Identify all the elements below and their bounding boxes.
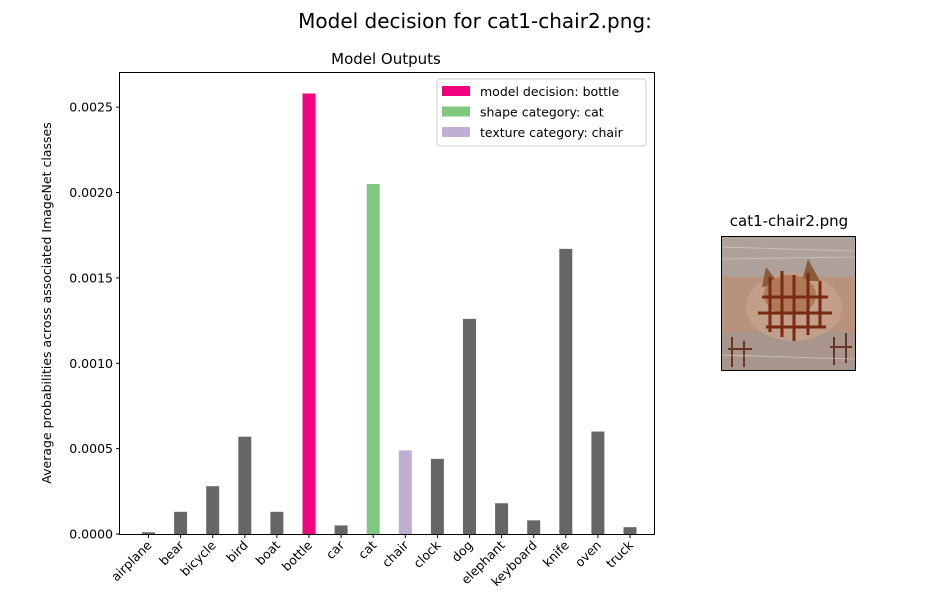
x-tick-label: knife bbox=[540, 537, 573, 570]
y-tick-label: 0.0025 bbox=[69, 100, 113, 115]
x-tick-label: truck bbox=[603, 537, 637, 571]
bar-clock bbox=[430, 458, 444, 534]
x-tick-label: airplane bbox=[108, 537, 155, 584]
x-tick-label: oven bbox=[572, 538, 604, 570]
x-tick-label: dog bbox=[448, 538, 475, 565]
x-tick-label: bicycle bbox=[177, 537, 219, 579]
axes-frame bbox=[119, 72, 655, 535]
bar-knife bbox=[559, 248, 573, 534]
x-tick-label: cat bbox=[355, 537, 379, 561]
bar-bear bbox=[174, 511, 188, 534]
x-tick-label: car bbox=[323, 537, 348, 562]
bar-bicycle bbox=[206, 486, 220, 534]
y-tick-label: 0.0010 bbox=[69, 356, 113, 371]
legend-box bbox=[436, 78, 647, 147]
bar-truck bbox=[623, 527, 637, 534]
legend-label: model decision: bottle bbox=[480, 84, 619, 99]
chart-title: Model Outputs bbox=[331, 50, 441, 68]
legend-swatch bbox=[442, 127, 470, 137]
figure-suptitle: Model decision for cat1-chair2.png: bbox=[298, 9, 652, 33]
legend-swatch bbox=[442, 106, 470, 117]
y-axis-label: Average probabilities across associated … bbox=[39, 122, 54, 483]
legend-label: texture category: chair bbox=[480, 125, 624, 140]
image-title: cat1-chair2.png bbox=[729, 212, 849, 230]
legend-label: shape category: cat bbox=[480, 105, 604, 120]
x-tick-label: bird bbox=[223, 538, 251, 566]
y-tick-label: 0.0000 bbox=[69, 527, 113, 542]
x-tick-label: bottle bbox=[279, 537, 316, 574]
x-tick-label: chair bbox=[379, 537, 412, 570]
bar-airplane bbox=[142, 532, 155, 534]
bar-dog bbox=[463, 318, 476, 534]
legend-swatch bbox=[442, 86, 470, 96]
bar-chair bbox=[398, 450, 412, 534]
y-tick-label: 0.0020 bbox=[69, 185, 113, 200]
bar-bottle bbox=[302, 93, 316, 534]
bar-keyboard bbox=[527, 520, 541, 534]
y-tick-label: 0.0005 bbox=[69, 441, 113, 456]
bar-car bbox=[334, 525, 348, 534]
bar-cat bbox=[366, 183, 380, 534]
bar-boat bbox=[270, 511, 284, 534]
legend: model decision: bottle shape category: ca… bbox=[436, 78, 647, 147]
bar-oven bbox=[591, 431, 605, 534]
bar-elephant bbox=[495, 503, 509, 534]
y-tick-label: 0.0015 bbox=[69, 270, 113, 285]
stimulus-image bbox=[721, 236, 856, 371]
x-tick-label: clock bbox=[410, 537, 444, 571]
bar-bird bbox=[238, 436, 252, 534]
